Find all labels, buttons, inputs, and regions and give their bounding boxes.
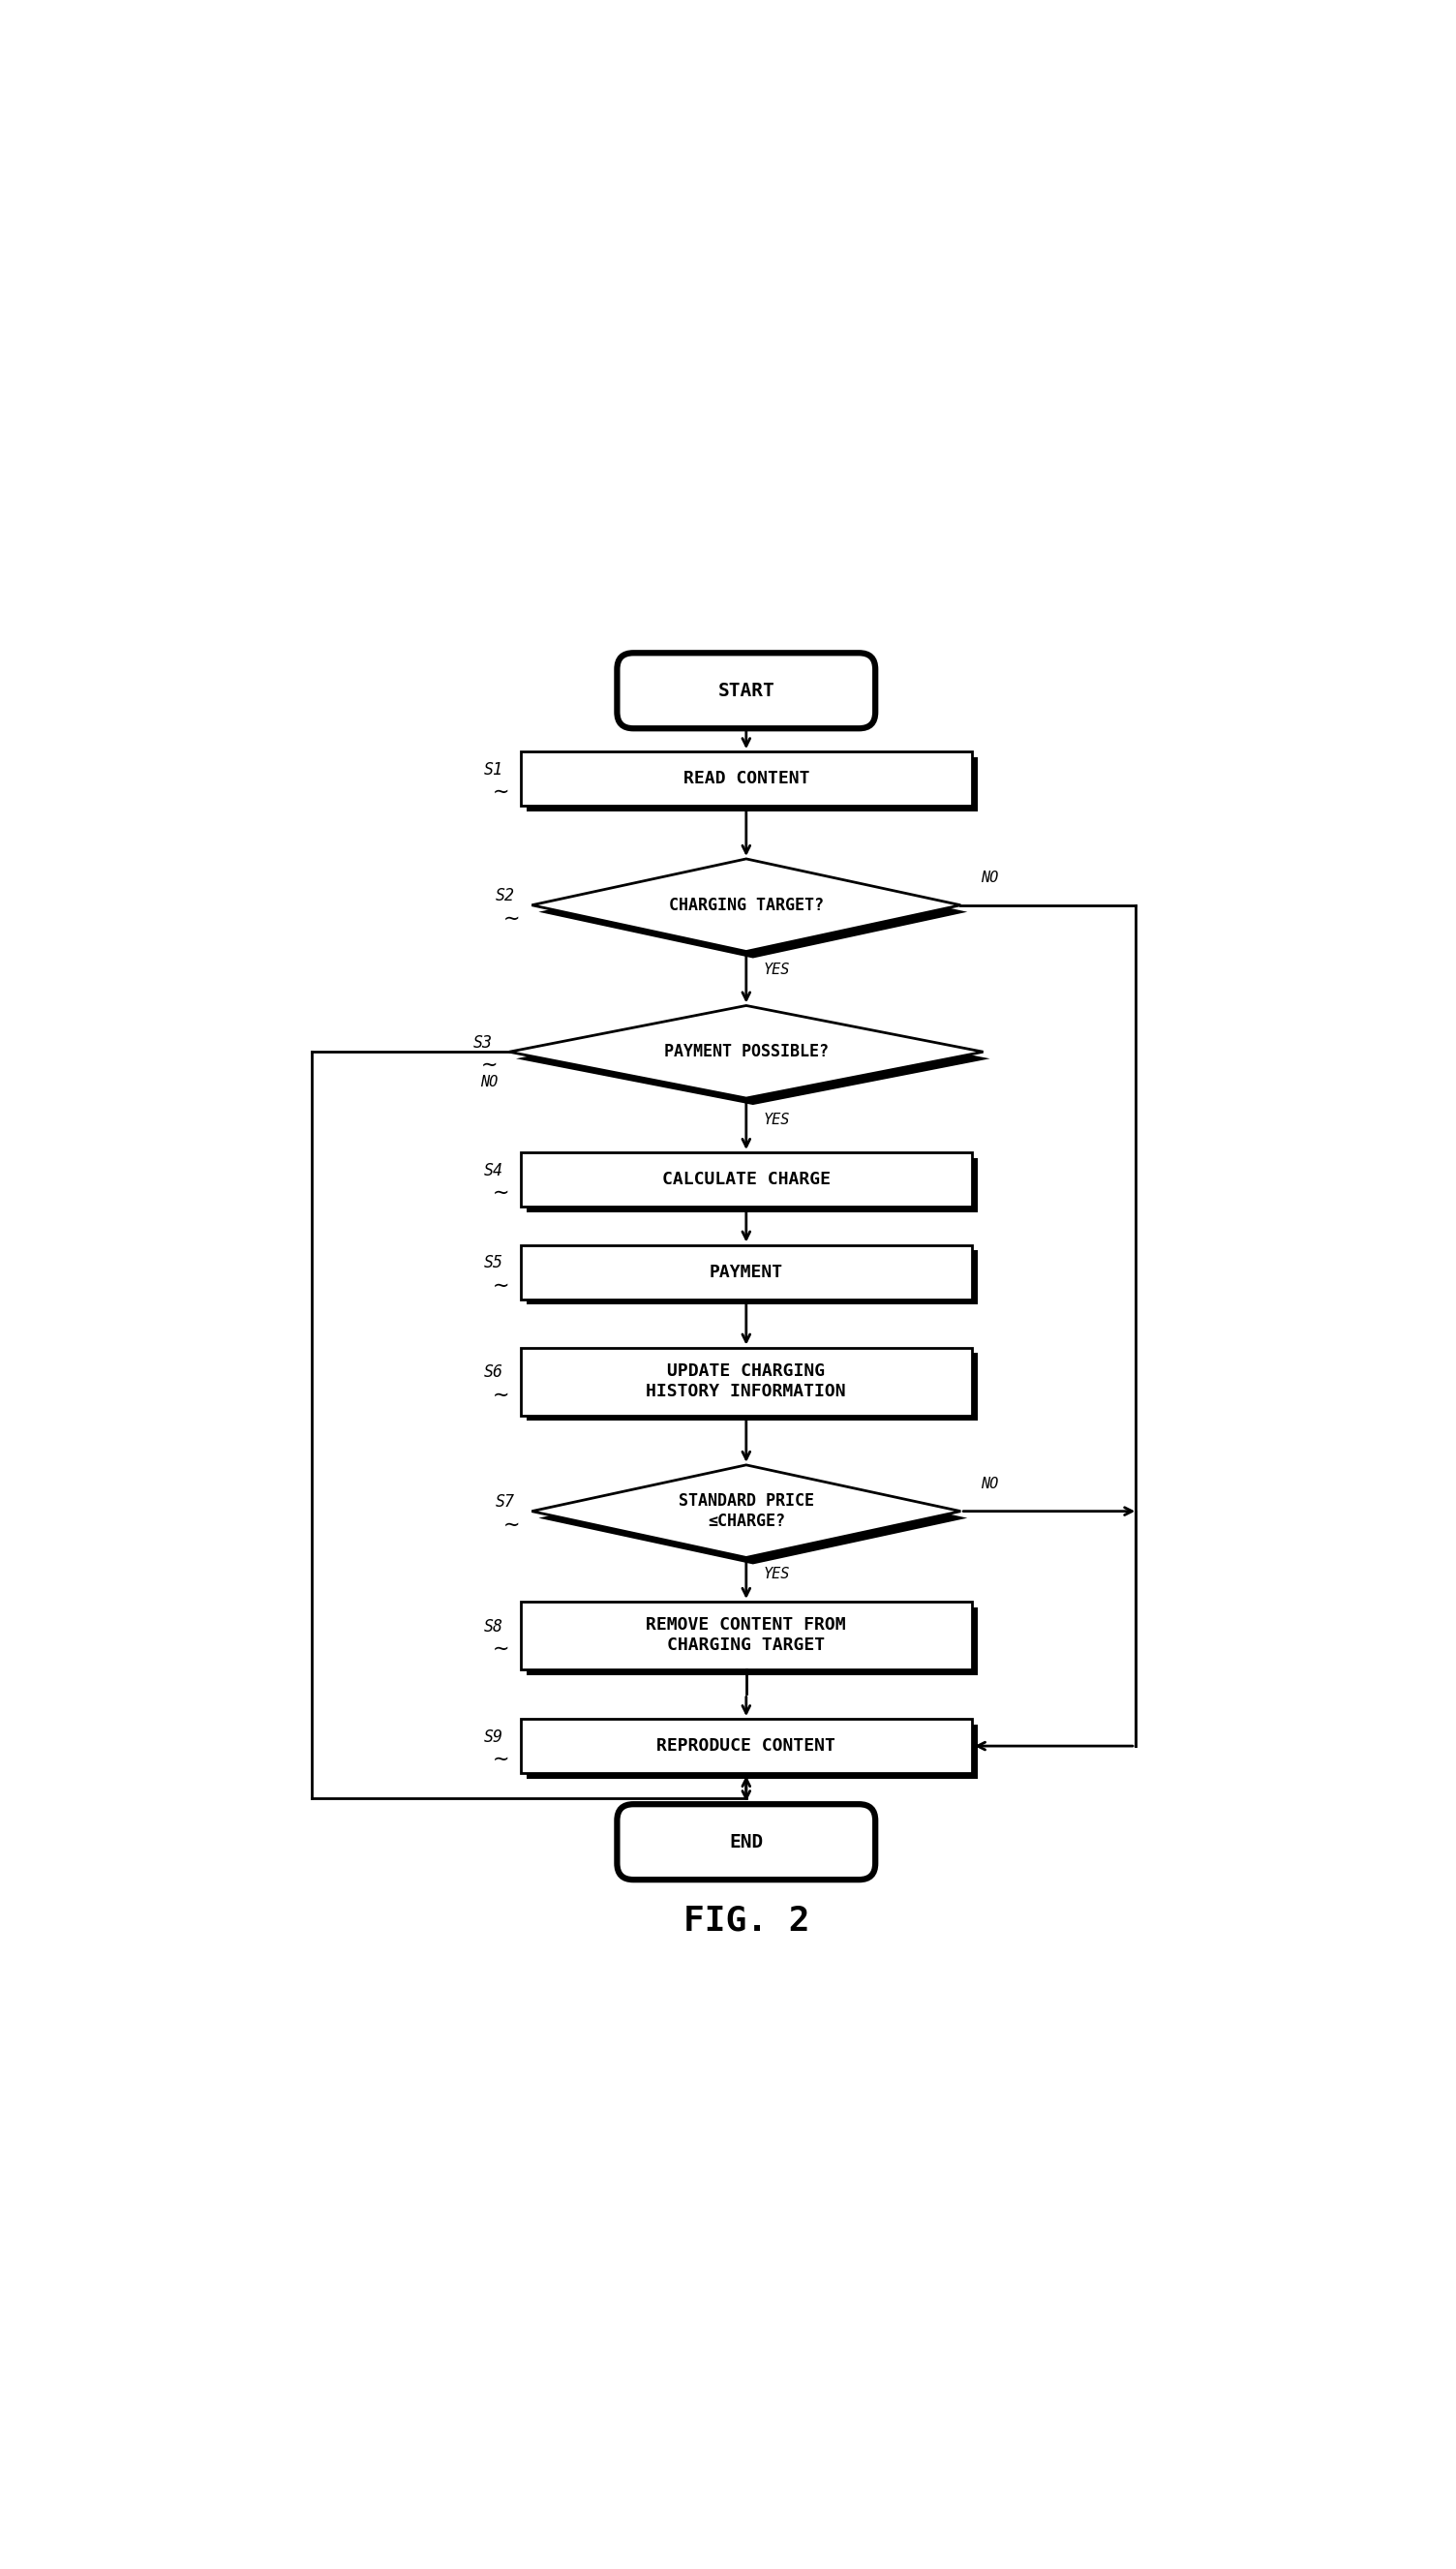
Polygon shape: [531, 1464, 961, 1557]
Text: ∼: ∼: [504, 1516, 521, 1534]
Text: END: END: [729, 1832, 763, 1852]
Text: READ CONTENT: READ CONTENT: [683, 771, 810, 789]
Text: S4: S4: [485, 1161, 504, 1179]
Bar: [521, 753, 973, 807]
Text: FIG. 2: FIG. 2: [683, 1904, 810, 1937]
Bar: [526, 1159, 977, 1213]
Text: S5: S5: [485, 1254, 504, 1272]
Text: S3: S3: [473, 1035, 492, 1051]
Bar: [521, 1246, 973, 1300]
Text: S9: S9: [485, 1729, 504, 1747]
Bar: [526, 758, 977, 812]
Bar: [521, 1349, 973, 1416]
FancyBboxPatch shape: [617, 653, 875, 730]
Bar: [526, 1608, 977, 1675]
Text: PAYMENT POSSIBLE?: PAYMENT POSSIBLE?: [664, 1043, 828, 1061]
Text: S2: S2: [495, 886, 515, 904]
Text: ∼: ∼: [492, 784, 510, 802]
Text: ∼: ∼: [504, 909, 521, 927]
Text: NO: NO: [981, 1477, 999, 1490]
Text: STANDARD PRICE
≤CHARGE?: STANDARD PRICE ≤CHARGE?: [678, 1493, 814, 1531]
Text: ∼: ∼: [492, 1749, 510, 1770]
Polygon shape: [510, 1004, 983, 1097]
Bar: [521, 1719, 973, 1773]
Bar: [526, 1251, 977, 1305]
Text: S6: S6: [485, 1364, 504, 1382]
Bar: [526, 1724, 977, 1778]
Bar: [521, 1153, 973, 1207]
Text: CHARGING TARGET?: CHARGING TARGET?: [668, 897, 824, 915]
Text: YES: YES: [763, 1112, 789, 1128]
Text: NO: NO: [480, 1074, 498, 1089]
Text: REPRODUCE CONTENT: REPRODUCE CONTENT: [657, 1737, 836, 1755]
Polygon shape: [531, 858, 961, 951]
Bar: [526, 1354, 977, 1421]
FancyBboxPatch shape: [617, 1803, 875, 1881]
Text: ∼: ∼: [492, 1639, 510, 1660]
Text: REMOVE CONTENT FROM
CHARGING TARGET: REMOVE CONTENT FROM CHARGING TARGET: [646, 1616, 846, 1654]
Text: UPDATE CHARGING
HISTORY INFORMATION: UPDATE CHARGING HISTORY INFORMATION: [646, 1362, 846, 1400]
Text: S7: S7: [495, 1493, 515, 1511]
Text: S8: S8: [485, 1618, 504, 1634]
Text: YES: YES: [763, 963, 789, 976]
Text: CALCULATE CHARGE: CALCULATE CHARGE: [662, 1171, 830, 1187]
Text: START: START: [718, 681, 775, 699]
Text: ∼: ∼: [492, 1184, 510, 1202]
Text: S1: S1: [485, 760, 504, 778]
Text: ∼: ∼: [492, 1277, 510, 1295]
Text: ∼: ∼: [492, 1385, 510, 1405]
Text: YES: YES: [763, 1567, 789, 1580]
Text: NO: NO: [981, 871, 999, 884]
Text: ∼: ∼: [480, 1056, 498, 1074]
Polygon shape: [515, 1012, 990, 1105]
Polygon shape: [539, 1472, 967, 1565]
Text: PAYMENT: PAYMENT: [709, 1264, 783, 1282]
Bar: [521, 1600, 973, 1670]
Polygon shape: [539, 866, 967, 958]
